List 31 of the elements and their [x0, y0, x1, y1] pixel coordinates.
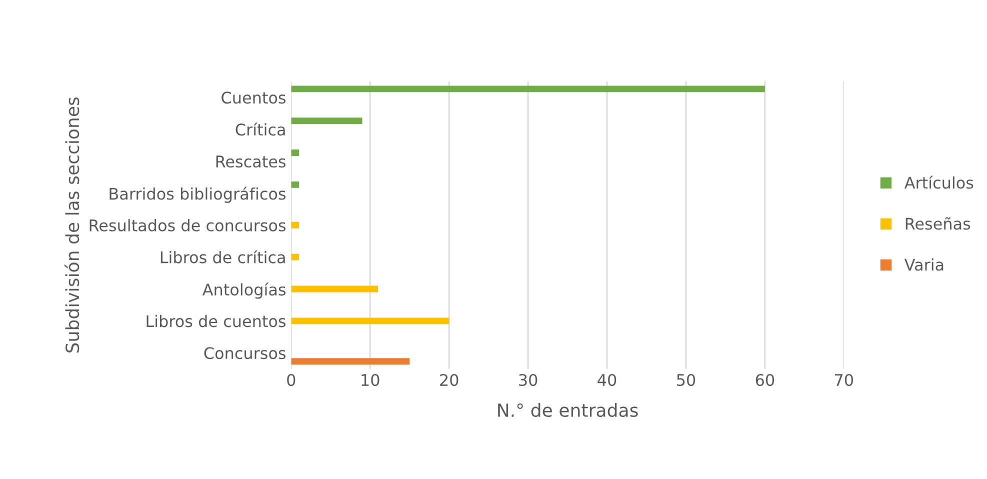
y-axis-title: Subdivisión de las secciones: [64, 97, 80, 353]
y-tick-label: Resultados de concursos: [90, 219, 286, 232]
x-tick-label: 0: [287, 374, 296, 386]
y-tick-label: Libros de cuentos: [146, 314, 286, 328]
x-tick-label: 50: [677, 374, 696, 386]
x-tick-label: 40: [598, 374, 616, 386]
x-axis-title: N.° de entradas: [498, 403, 638, 418]
x-tick-label: 10: [362, 374, 380, 386]
y-tick-label: Cuentos: [222, 92, 286, 104]
bar: [291, 118, 362, 124]
x-tick-label: 60: [756, 374, 774, 386]
bar: [291, 181, 300, 188]
y-tick-label: Crítica: [236, 122, 285, 136]
x-tick-label: 70: [835, 374, 853, 386]
bar: [291, 86, 765, 92]
y-tick-label: Concursos: [204, 347, 286, 360]
y-tick-label: Barridos bibliográficos: [110, 186, 286, 203]
y-tick-label: Rescates: [216, 156, 286, 168]
legend-label: Reseñas: [906, 217, 970, 230]
x-tick-label: 20: [440, 374, 458, 386]
y-tick-label: Libros de crítica: [160, 250, 285, 264]
bar: [291, 318, 450, 324]
bar: [291, 222, 300, 228]
legend-label: Artículos: [904, 176, 974, 189]
legend-label: Varia: [904, 258, 944, 271]
bar: [291, 150, 300, 156]
bar: [291, 358, 410, 365]
bar: [291, 286, 378, 292]
x-tick-label: 30: [519, 374, 538, 386]
bar: [291, 254, 300, 260]
y-tick-label: Antologías: [202, 282, 286, 299]
